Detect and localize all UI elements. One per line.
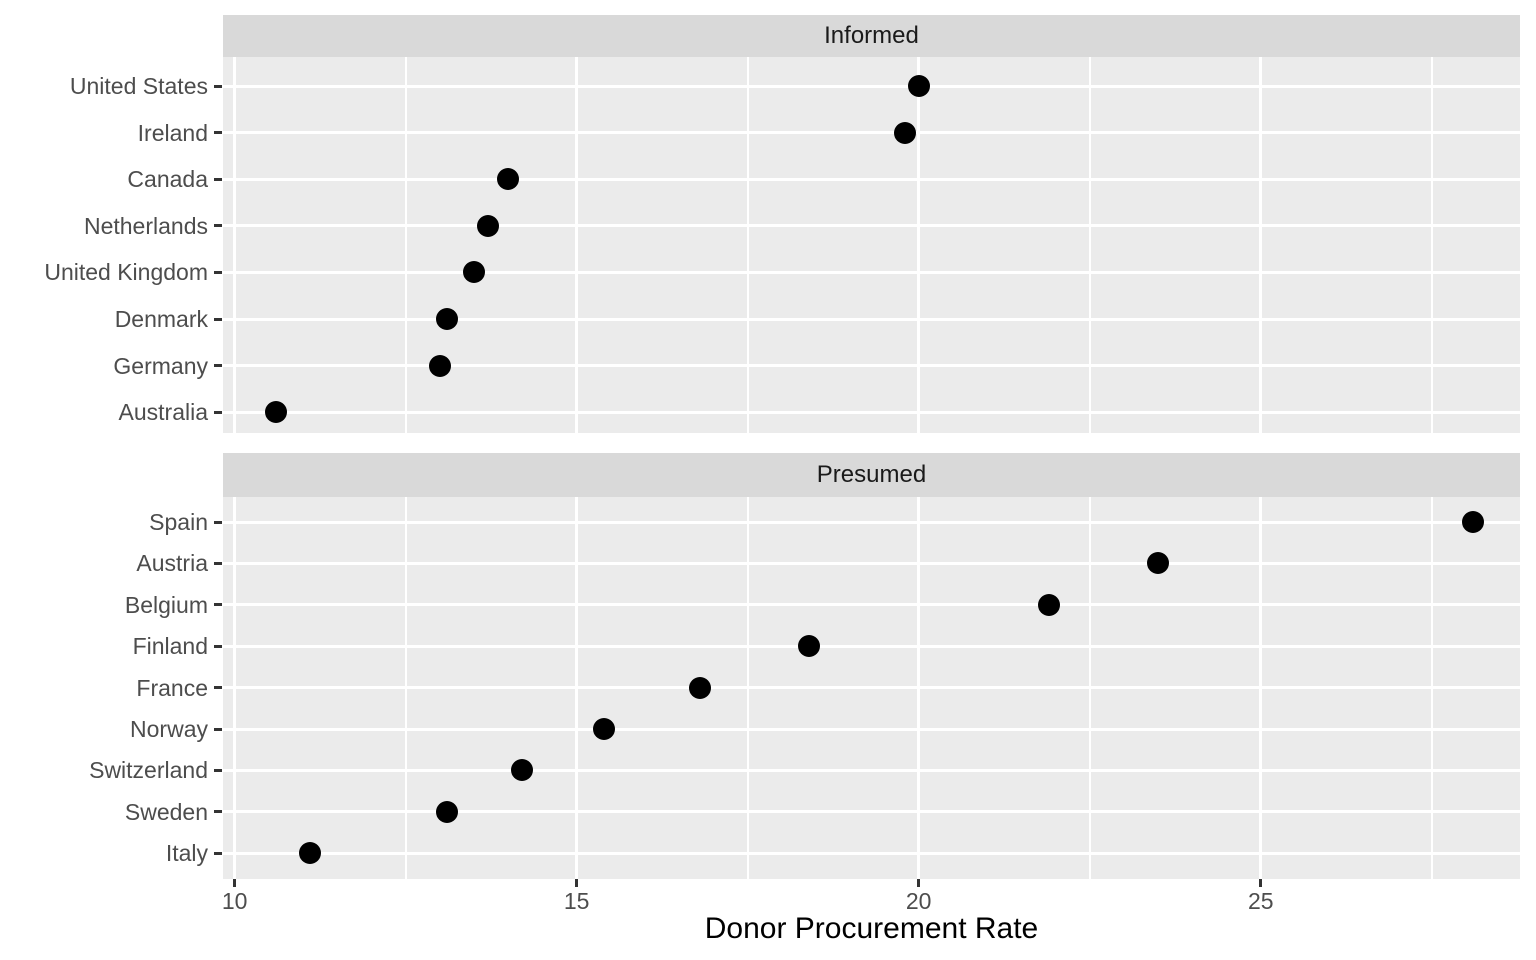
y-axis-tick (214, 603, 222, 607)
y-axis-tick (214, 224, 222, 228)
gridline-row (223, 851, 1520, 855)
gridline-row (223, 131, 1520, 135)
gridline-minor (404, 57, 407, 433)
data-point (688, 676, 711, 699)
y-axis-label: Austria (136, 550, 208, 577)
gridline-row (223, 768, 1520, 772)
data-point (435, 308, 458, 330)
y-axis-label: Belgium (124, 591, 208, 618)
gridline-row (223, 177, 1520, 181)
y-axis-tick (214, 851, 222, 855)
x-axis-title: Donor Procurement Rate (704, 912, 1039, 945)
y-axis-tick (214, 364, 222, 368)
y-axis-tick (214, 84, 222, 88)
y-axis-tick (214, 686, 222, 690)
gridline-row (223, 224, 1520, 228)
gridline-row (223, 727, 1520, 731)
y-axis-label: United Kingdom (44, 259, 208, 286)
x-axis-tick-label: 20 (905, 888, 932, 914)
gridline-row (223, 686, 1520, 690)
y-axis-tick (214, 810, 222, 814)
gridline-row (223, 270, 1520, 274)
y-axis-tick (214, 317, 222, 321)
data-point (463, 261, 486, 284)
y-axis-label: Switzerland (89, 757, 208, 784)
y-axis-label: United States (69, 73, 208, 99)
y-axis-tick (214, 561, 222, 565)
y-axis-label: Germany (113, 352, 208, 379)
panel-presumed (223, 497, 1520, 879)
y-axis-tick (214, 768, 222, 772)
data-point (1037, 593, 1060, 616)
data-point (798, 635, 821, 658)
panel-informed (223, 57, 1520, 433)
data-point (435, 800, 458, 823)
x-axis-tick (575, 879, 579, 887)
x-axis-tick (1259, 879, 1263, 887)
gridline-minor (1088, 57, 1091, 433)
x-axis-tick (917, 879, 921, 887)
gridline-row (223, 603, 1520, 607)
x-axis-tick (233, 879, 237, 887)
data-point (1147, 552, 1170, 575)
y-axis-tick (214, 177, 222, 181)
gridline-major (233, 57, 237, 433)
y-axis-label: Netherlands (83, 212, 208, 239)
y-axis-label: Sweden (124, 798, 208, 825)
facet-strip-label: Informed (824, 22, 919, 49)
data-point (894, 121, 917, 144)
x-axis-tick-label: 25 (1247, 888, 1274, 914)
data-point (1461, 511, 1484, 533)
y-axis-label: Italy (165, 840, 208, 867)
gridline-row (223, 561, 1520, 565)
data-point (593, 718, 616, 740)
gridline-row (223, 410, 1520, 414)
gridline-minor (746, 57, 749, 433)
y-axis-label: Spain (149, 509, 208, 535)
gridline-row (223, 317, 1520, 321)
y-axis-tick (214, 270, 222, 274)
gridline-row (223, 520, 1520, 524)
y-axis-label: Finland (132, 633, 208, 660)
gridline-row (223, 84, 1520, 88)
y-axis-label: Australia (118, 399, 208, 426)
data-point (476, 214, 499, 237)
facet-strip-presumed: Presumed (223, 453, 1520, 497)
x-axis-tick-label: 15 (563, 888, 590, 914)
gridline-row (223, 644, 1520, 648)
y-axis-label: France (136, 674, 208, 701)
y-axis-tick (214, 410, 222, 414)
gridline-minor (1430, 57, 1433, 433)
y-axis-label: Ireland (137, 119, 208, 146)
facet-strip-informed: Informed (223, 15, 1520, 57)
y-axis-tick (214, 727, 222, 731)
gridline-row (223, 364, 1520, 368)
x-axis-tick-label: 10 (221, 888, 248, 914)
data-point (907, 75, 930, 97)
y-axis-tick (214, 131, 222, 135)
y-axis-label: Denmark (114, 306, 208, 332)
data-point (298, 842, 321, 865)
gridline-major (1259, 57, 1263, 433)
gridline-major (575, 57, 579, 433)
data-point (264, 401, 287, 424)
y-axis-label: Norway (130, 716, 208, 742)
data-point (510, 759, 533, 782)
y-axis-tick (214, 520, 222, 524)
data-point (497, 168, 520, 191)
y-axis-tick (214, 644, 222, 648)
facet-strip-label: Presumed (816, 461, 927, 488)
y-axis-label: Canada (127, 166, 208, 193)
data-point (428, 354, 451, 377)
gridline-row (223, 810, 1520, 814)
gridline-major (917, 57, 921, 433)
